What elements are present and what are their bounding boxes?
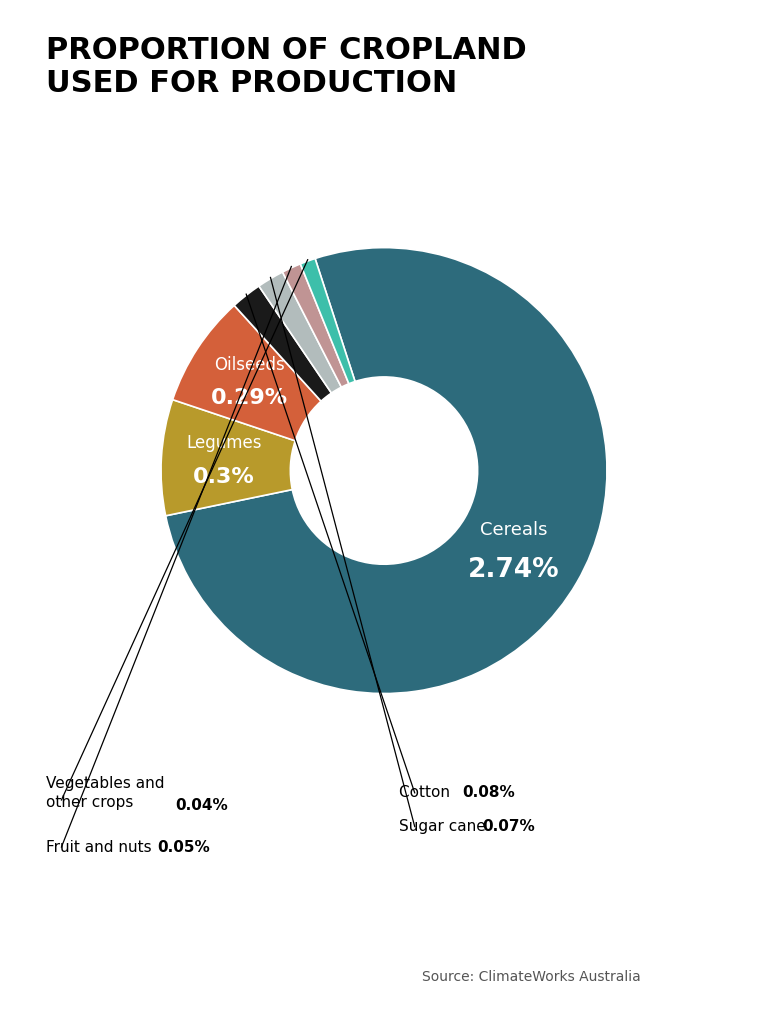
Text: 0.3%: 0.3%	[193, 466, 255, 487]
Text: 0.04%: 0.04%	[175, 798, 228, 812]
Text: Source: ClimateWorks Australia: Source: ClimateWorks Australia	[422, 970, 641, 984]
Text: 0.29%: 0.29%	[211, 389, 288, 408]
Wedge shape	[300, 259, 355, 384]
Text: Cotton: Cotton	[399, 786, 455, 800]
Wedge shape	[283, 264, 349, 387]
Text: Sugar cane: Sugar cane	[399, 819, 491, 834]
Text: PROPORTION OF CROPLAND
USED FOR PRODUCTION: PROPORTION OF CROPLAND USED FOR PRODUCTI…	[46, 36, 527, 98]
Wedge shape	[259, 272, 341, 393]
Text: Legumes: Legumes	[186, 434, 261, 452]
Text: Cereals: Cereals	[480, 521, 548, 539]
Wedge shape	[234, 286, 332, 401]
Wedge shape	[173, 306, 321, 441]
Wedge shape	[166, 248, 607, 694]
Text: 0.07%: 0.07%	[482, 819, 535, 834]
Text: 2.74%: 2.74%	[468, 558, 559, 583]
Text: 0.05%: 0.05%	[157, 840, 210, 854]
Wedge shape	[161, 400, 295, 516]
Text: Vegetables and
other crops: Vegetables and other crops	[46, 776, 164, 809]
Text: 0.08%: 0.08%	[462, 786, 515, 800]
Text: Oilseeds: Oilseeds	[214, 356, 285, 373]
Text: Fruit and nuts: Fruit and nuts	[46, 840, 157, 854]
